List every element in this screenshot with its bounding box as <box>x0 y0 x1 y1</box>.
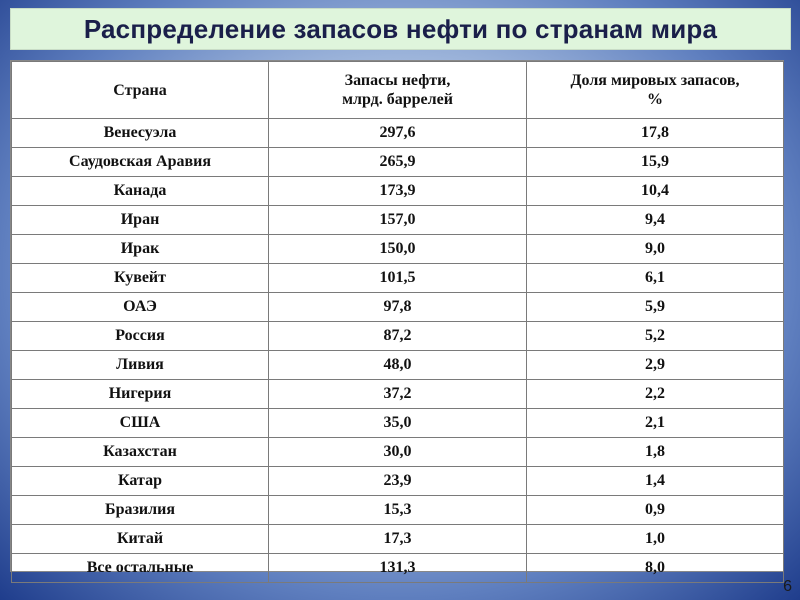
cell-reserves: 30,0 <box>268 437 527 467</box>
table-row: Нигерия 37,2 2,2 <box>11 379 784 409</box>
cell-country: Катар <box>11 466 269 496</box>
header-reserves: Запасы нефти, млрд. баррелей <box>268 61 527 119</box>
cell-reserves: 150,0 <box>268 234 527 264</box>
header-share: Доля мировых запасов, % <box>526 61 784 119</box>
cell-country: Россия <box>11 321 269 351</box>
cell-share: 9,4 <box>526 205 784 235</box>
cell-share: 10,4 <box>526 176 784 206</box>
table-row: Бразилия 15,3 0,9 <box>11 495 784 525</box>
cell-reserves: 48,0 <box>268 350 527 380</box>
cell-share: 6,1 <box>526 263 784 293</box>
table-row: Ирак 150,0 9,0 <box>11 234 784 264</box>
table-row: Россия 87,2 5,2 <box>11 321 784 351</box>
table-row: Все остальные 131,3 8,0 <box>11 553 784 583</box>
cell-share: 1,0 <box>526 524 784 554</box>
cell-reserves: 87,2 <box>268 321 527 351</box>
cell-share: 5,9 <box>526 292 784 322</box>
table-header-row: Страна Запасы нефти, млрд. баррелей Доля… <box>11 61 784 119</box>
cell-share: 17,8 <box>526 118 784 148</box>
oil-reserves-table: Страна Запасы нефти, млрд. баррелей Доля… <box>11 61 784 583</box>
cell-reserves: 23,9 <box>268 466 527 496</box>
cell-country: Кувейт <box>11 263 269 293</box>
cell-share: 1,8 <box>526 437 784 467</box>
cell-share: 5,2 <box>526 321 784 351</box>
cell-reserves: 131,3 <box>268 553 527 583</box>
table-row: Канада 173,9 10,4 <box>11 176 784 206</box>
cell-share: 9,0 <box>526 234 784 264</box>
cell-country: Ирак <box>11 234 269 264</box>
table-row: Венесуэла 297,6 17,8 <box>11 118 784 148</box>
table-row: Катар 23,9 1,4 <box>11 466 784 496</box>
cell-reserves: 35,0 <box>268 408 527 438</box>
cell-reserves: 97,8 <box>268 292 527 322</box>
cell-country: Канада <box>11 176 269 206</box>
cell-share: 15,9 <box>526 147 784 177</box>
cell-country: США <box>11 408 269 438</box>
cell-share: 2,2 <box>526 379 784 409</box>
table-body: Венесуэла 297,6 17,8 Саудовская Аравия 265,9… <box>11 118 784 583</box>
title-banner: Распределение запасов нефти по странам м… <box>10 8 791 50</box>
cell-share: 8,0 <box>526 553 784 583</box>
cell-country: Ливия <box>11 350 269 380</box>
cell-country: Нигерия <box>11 379 269 409</box>
cell-reserves: 15,3 <box>268 495 527 525</box>
cell-country: Иран <box>11 205 269 235</box>
cell-reserves: 37,2 <box>268 379 527 409</box>
cell-share: 1,4 <box>526 466 784 496</box>
cell-country: Казахстан <box>11 437 269 467</box>
cell-country: Венесуэла <box>11 118 269 148</box>
cell-reserves: 157,0 <box>268 205 527 235</box>
table-row: Ливия 48,0 2,9 <box>11 350 784 380</box>
cell-reserves: 173,9 <box>268 176 527 206</box>
table-row: Кувейт 101,5 6,1 <box>11 263 784 293</box>
table-row: США 35,0 2,1 <box>11 408 784 438</box>
cell-country: Саудовская Аравия <box>11 147 269 177</box>
cell-country: Все остальные <box>11 553 269 583</box>
cell-reserves: 265,9 <box>268 147 527 177</box>
table-row: Иран 157,0 9,4 <box>11 205 784 235</box>
table-row: ОАЭ 97,8 5,9 <box>11 292 784 322</box>
cell-reserves: 101,5 <box>268 263 527 293</box>
cell-share: 2,9 <box>526 350 784 380</box>
page-title: Распределение запасов нефти по странам м… <box>83 13 718 44</box>
cell-reserves: 17,3 <box>268 524 527 554</box>
table-row: Саудовская Аравия 265,9 15,9 <box>11 147 784 177</box>
oil-reserves-table-container: Страна Запасы нефти, млрд. баррелей Доля… <box>10 60 784 583</box>
page-number: 6 <box>783 578 792 595</box>
cell-country: ОАЭ <box>11 292 269 322</box>
cell-country: Китай <box>11 524 269 554</box>
header-country: Страна <box>11 61 269 119</box>
table-row: Китай 17,3 1,0 <box>11 524 784 554</box>
table-row: Казахстан 30,0 1,8 <box>11 437 784 467</box>
cell-country: Бразилия <box>11 495 269 525</box>
cell-share: 0,9 <box>526 495 784 525</box>
cell-share: 2,1 <box>526 408 784 438</box>
cell-reserves: 297,6 <box>268 118 527 148</box>
